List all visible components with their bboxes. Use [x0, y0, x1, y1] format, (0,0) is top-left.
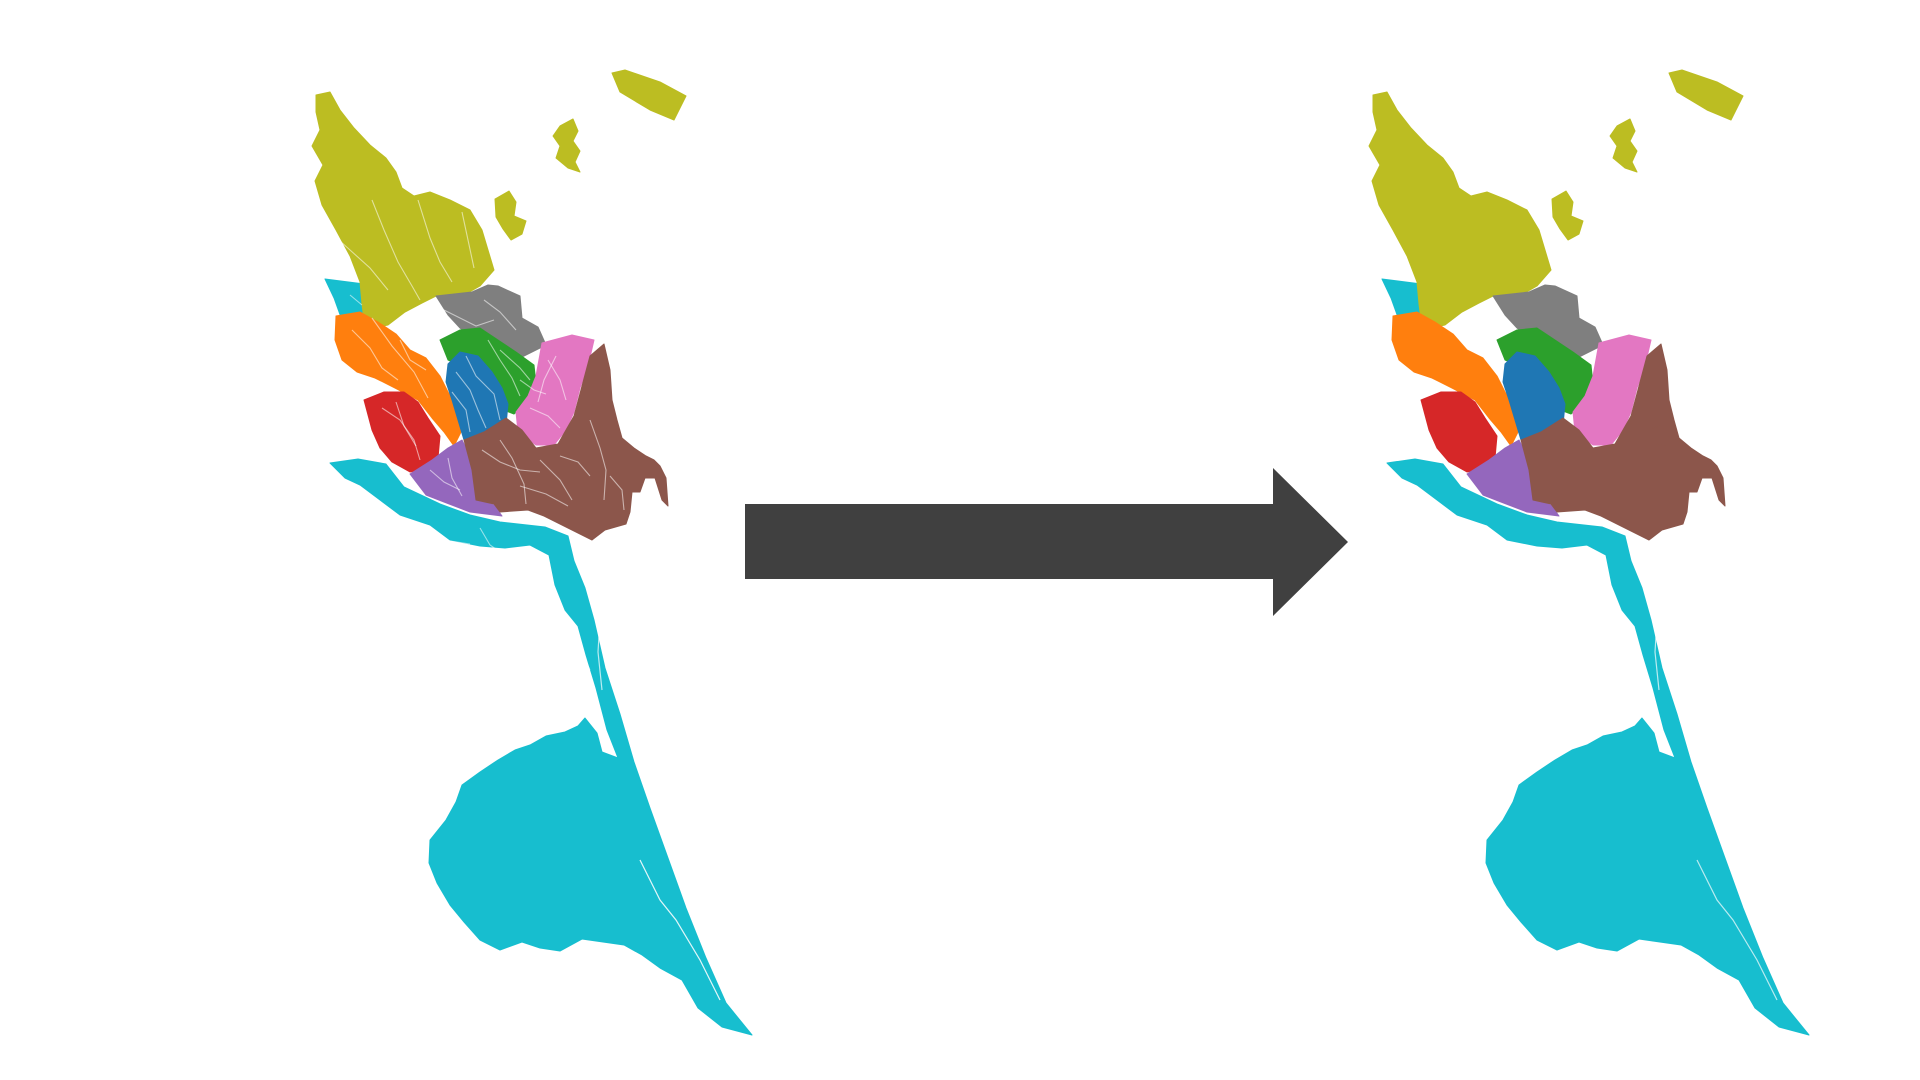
aggregated-district-map [1368, 69, 1810, 1036]
north-district-region [494, 190, 527, 241]
right-arrow-icon [745, 468, 1348, 616]
detailed-district-map [311, 69, 753, 1036]
port-district-region [1652, 425, 1670, 447]
west-district-region [1391, 311, 1520, 447]
port-district-region [595, 425, 613, 447]
north-district-region [1609, 118, 1638, 173]
north-district-region [552, 118, 581, 173]
north-district-region [1551, 190, 1584, 241]
east-district-region [1572, 334, 1652, 446]
north-district-region [1668, 69, 1744, 121]
port-district-region [1520, 343, 1726, 541]
port-district-region [463, 343, 669, 541]
north-district-region [611, 69, 687, 121]
aggregated-map-regions [1368, 69, 1810, 1036]
coastal-district-region [329, 458, 753, 1036]
east-district-region [515, 334, 595, 446]
coastal-district-region [1386, 458, 1810, 1036]
